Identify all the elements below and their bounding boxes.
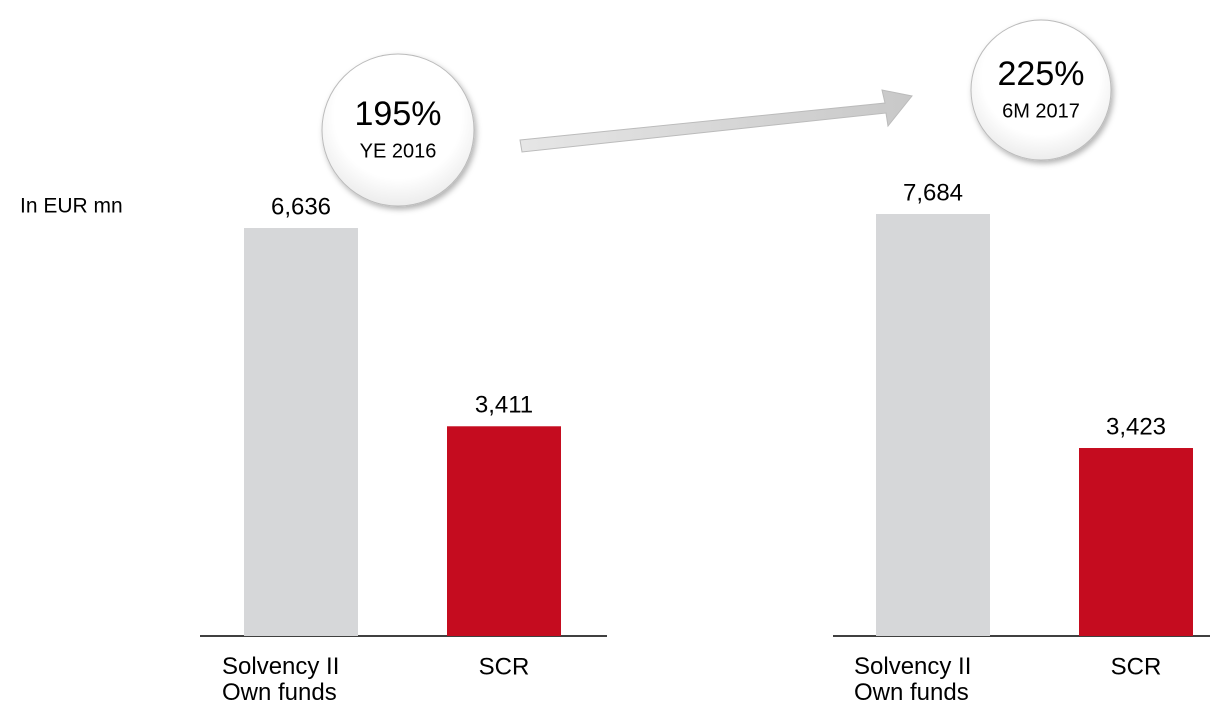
bar — [447, 426, 561, 636]
unit-label: In EUR mn — [20, 195, 123, 218]
ratio-bubble — [321, 53, 475, 207]
value-label: 6,636 — [271, 193, 331, 220]
category-label-line: Own funds — [854, 679, 969, 706]
arrow — [519, 89, 913, 153]
category-label: Solvency II Own funds — [222, 653, 339, 706]
category-label: SCR — [1111, 653, 1162, 680]
category-label: Solvency II Own funds — [854, 653, 971, 706]
bar — [876, 214, 990, 636]
bar — [1079, 448, 1193, 636]
ratio-label: 195% — [355, 95, 442, 133]
period-label: 6M 2017 — [1002, 100, 1080, 122]
period-label: YE 2016 — [360, 140, 437, 162]
category-label-line: Solvency II — [222, 653, 339, 680]
ratio-bubble — [970, 19, 1112, 161]
value-label: 3,411 — [475, 392, 533, 419]
value-label: 7,684 — [903, 179, 963, 206]
value-label: 3,423 — [1106, 413, 1166, 440]
bar — [244, 228, 358, 636]
category-label-line: Own funds — [222, 679, 337, 706]
category-label: SCR — [479, 653, 530, 680]
ratio-label: 225% — [998, 55, 1085, 93]
category-label-line: Solvency II — [854, 653, 971, 680]
